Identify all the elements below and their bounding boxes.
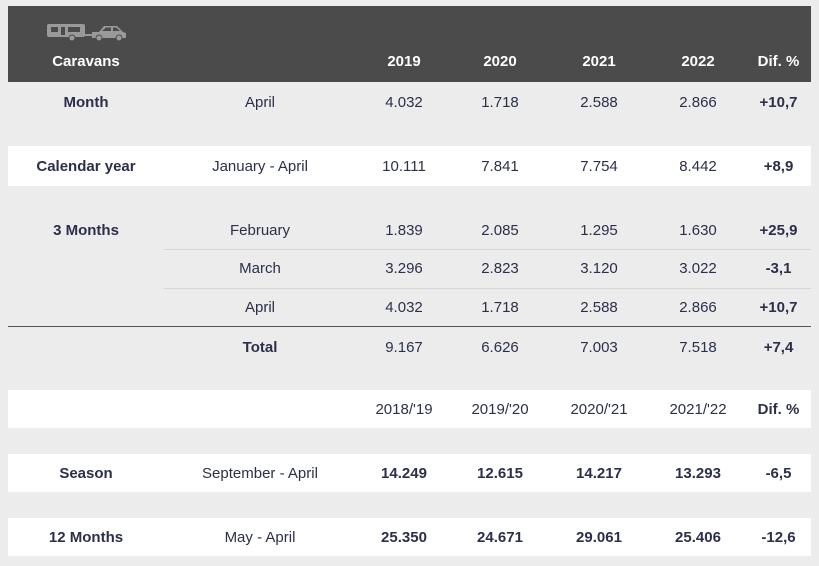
table-row-calendar-year: Calendar year January - April 10.111 7.8…	[8, 146, 811, 186]
row-divider	[164, 249, 811, 250]
table-row-season: Season September - April 14.249 12.615 1…	[8, 454, 811, 492]
row-value-2019: 4.032	[385, 94, 423, 111]
table-row-month: Month April 4.032 1.718 2.588 2.866 +10,…	[8, 82, 811, 146]
row-value-2019: 4.032	[385, 299, 423, 316]
row-dif: +10,7	[759, 94, 798, 111]
header-col-2021: 2021	[582, 53, 616, 70]
row-value-2022: 8.442	[679, 158, 717, 175]
row-value-2020: 1.718	[481, 94, 519, 111]
table-row-total: Total 9.167 6.626 7.003 7.518 +7,4	[8, 327, 811, 390]
row-period: April	[244, 299, 275, 316]
season-col-3: 2020/'21	[570, 401, 628, 418]
row-value-2019: 9.167	[385, 339, 423, 356]
row-value-1: 25.350	[381, 529, 427, 546]
row-label: 12 Months	[48, 529, 124, 546]
row-value-2019: 10.111	[382, 158, 426, 175]
row-divider	[164, 288, 811, 289]
season-col-2: 2019/'20	[471, 401, 529, 418]
table-row-3-months-march: March 3.296 2.823 3.120 3.022 -3,1	[8, 250, 811, 288]
row-label: Calendar year	[36, 158, 136, 175]
row-value-2022: 7.518	[679, 339, 717, 356]
row-dif: +8,9	[763, 158, 794, 175]
total-divider	[8, 326, 811, 327]
row-value-4: 25.406	[675, 529, 721, 546]
row-value-2022: 2.866	[679, 299, 717, 316]
row-value-2020: 1.718	[481, 299, 519, 316]
row-dif: +25,9	[759, 222, 798, 239]
table-header: Caravans 2019 2020 2021 2022 Dif. %	[8, 6, 811, 82]
row-period: March	[239, 260, 281, 277]
row-value-2019: 1.839	[385, 222, 423, 239]
header-col-2019: 2019	[387, 53, 421, 70]
row-value-2020: 7.841	[481, 158, 519, 175]
season-col-1: 2018/'19	[375, 401, 433, 418]
header-title: Caravans	[52, 53, 120, 70]
row-value-3: 29.061	[576, 529, 622, 546]
header-col-2020: 2020	[483, 53, 517, 70]
table-row-3-months-february: 3 Months February 1.839 2.085 1.295 1.63…	[8, 186, 811, 250]
row-value-2: 12.615	[477, 465, 523, 482]
row-value-2021: 2.588	[580, 299, 618, 316]
caravan-and-car-icon	[47, 24, 126, 42]
season-col-4: 2021/'22	[669, 401, 727, 418]
row-label: Month	[63, 94, 109, 111]
row-dif: -12,6	[761, 529, 796, 546]
table-row-12-months: 12 Months May - April 25.350 24.671 29.0…	[8, 518, 811, 556]
row-value-2021: 1.295	[580, 222, 618, 239]
row-value-2021: 3.120	[580, 260, 618, 277]
row-period: April	[244, 94, 275, 111]
row-value-2022: 2.866	[679, 94, 717, 111]
row-value-2020: 6.626	[481, 339, 519, 356]
row-dif: -3,1	[765, 260, 792, 277]
row-label: 3 Months	[53, 222, 119, 239]
row-period: Total	[242, 339, 278, 356]
row-label: Season	[59, 465, 113, 482]
header-col-2022: 2022	[681, 53, 715, 70]
row-value-2022: 3.022	[679, 260, 717, 277]
row-dif: -6,5	[765, 465, 792, 482]
row-dif: +7,4	[763, 339, 794, 356]
row-period: September - April	[202, 465, 318, 482]
row-value-2019: 3.296	[385, 260, 423, 277]
row-value-4: 13.293	[675, 465, 721, 482]
row-value-1: 14.249	[381, 465, 427, 482]
row-value-2021: 2.588	[580, 94, 618, 111]
row-value-2: 24.671	[477, 529, 523, 546]
row-period: January - April	[212, 158, 308, 175]
season-header-row: 2018/'19 2019/'20 2020/'21 2021/'22 Dif.…	[8, 390, 811, 428]
row-value-2020: 2.823	[481, 260, 519, 277]
row-period: May - April	[224, 529, 296, 546]
row-value-2020: 2.085	[481, 222, 519, 239]
header-col-dif: Dif. %	[757, 53, 800, 70]
row-dif: +10,7	[759, 299, 798, 316]
season-col-dif: Dif. %	[757, 401, 800, 418]
row-value-2022: 1.630	[679, 222, 717, 239]
row-value-2021: 7.003	[580, 339, 618, 356]
row-value-2021: 7.754	[580, 158, 618, 175]
row-value-3: 14.217	[576, 465, 622, 482]
table-row-3-months-april: April 4.032 1.718 2.588 2.866 +10,7	[8, 289, 811, 326]
row-period: February	[229, 222, 291, 239]
